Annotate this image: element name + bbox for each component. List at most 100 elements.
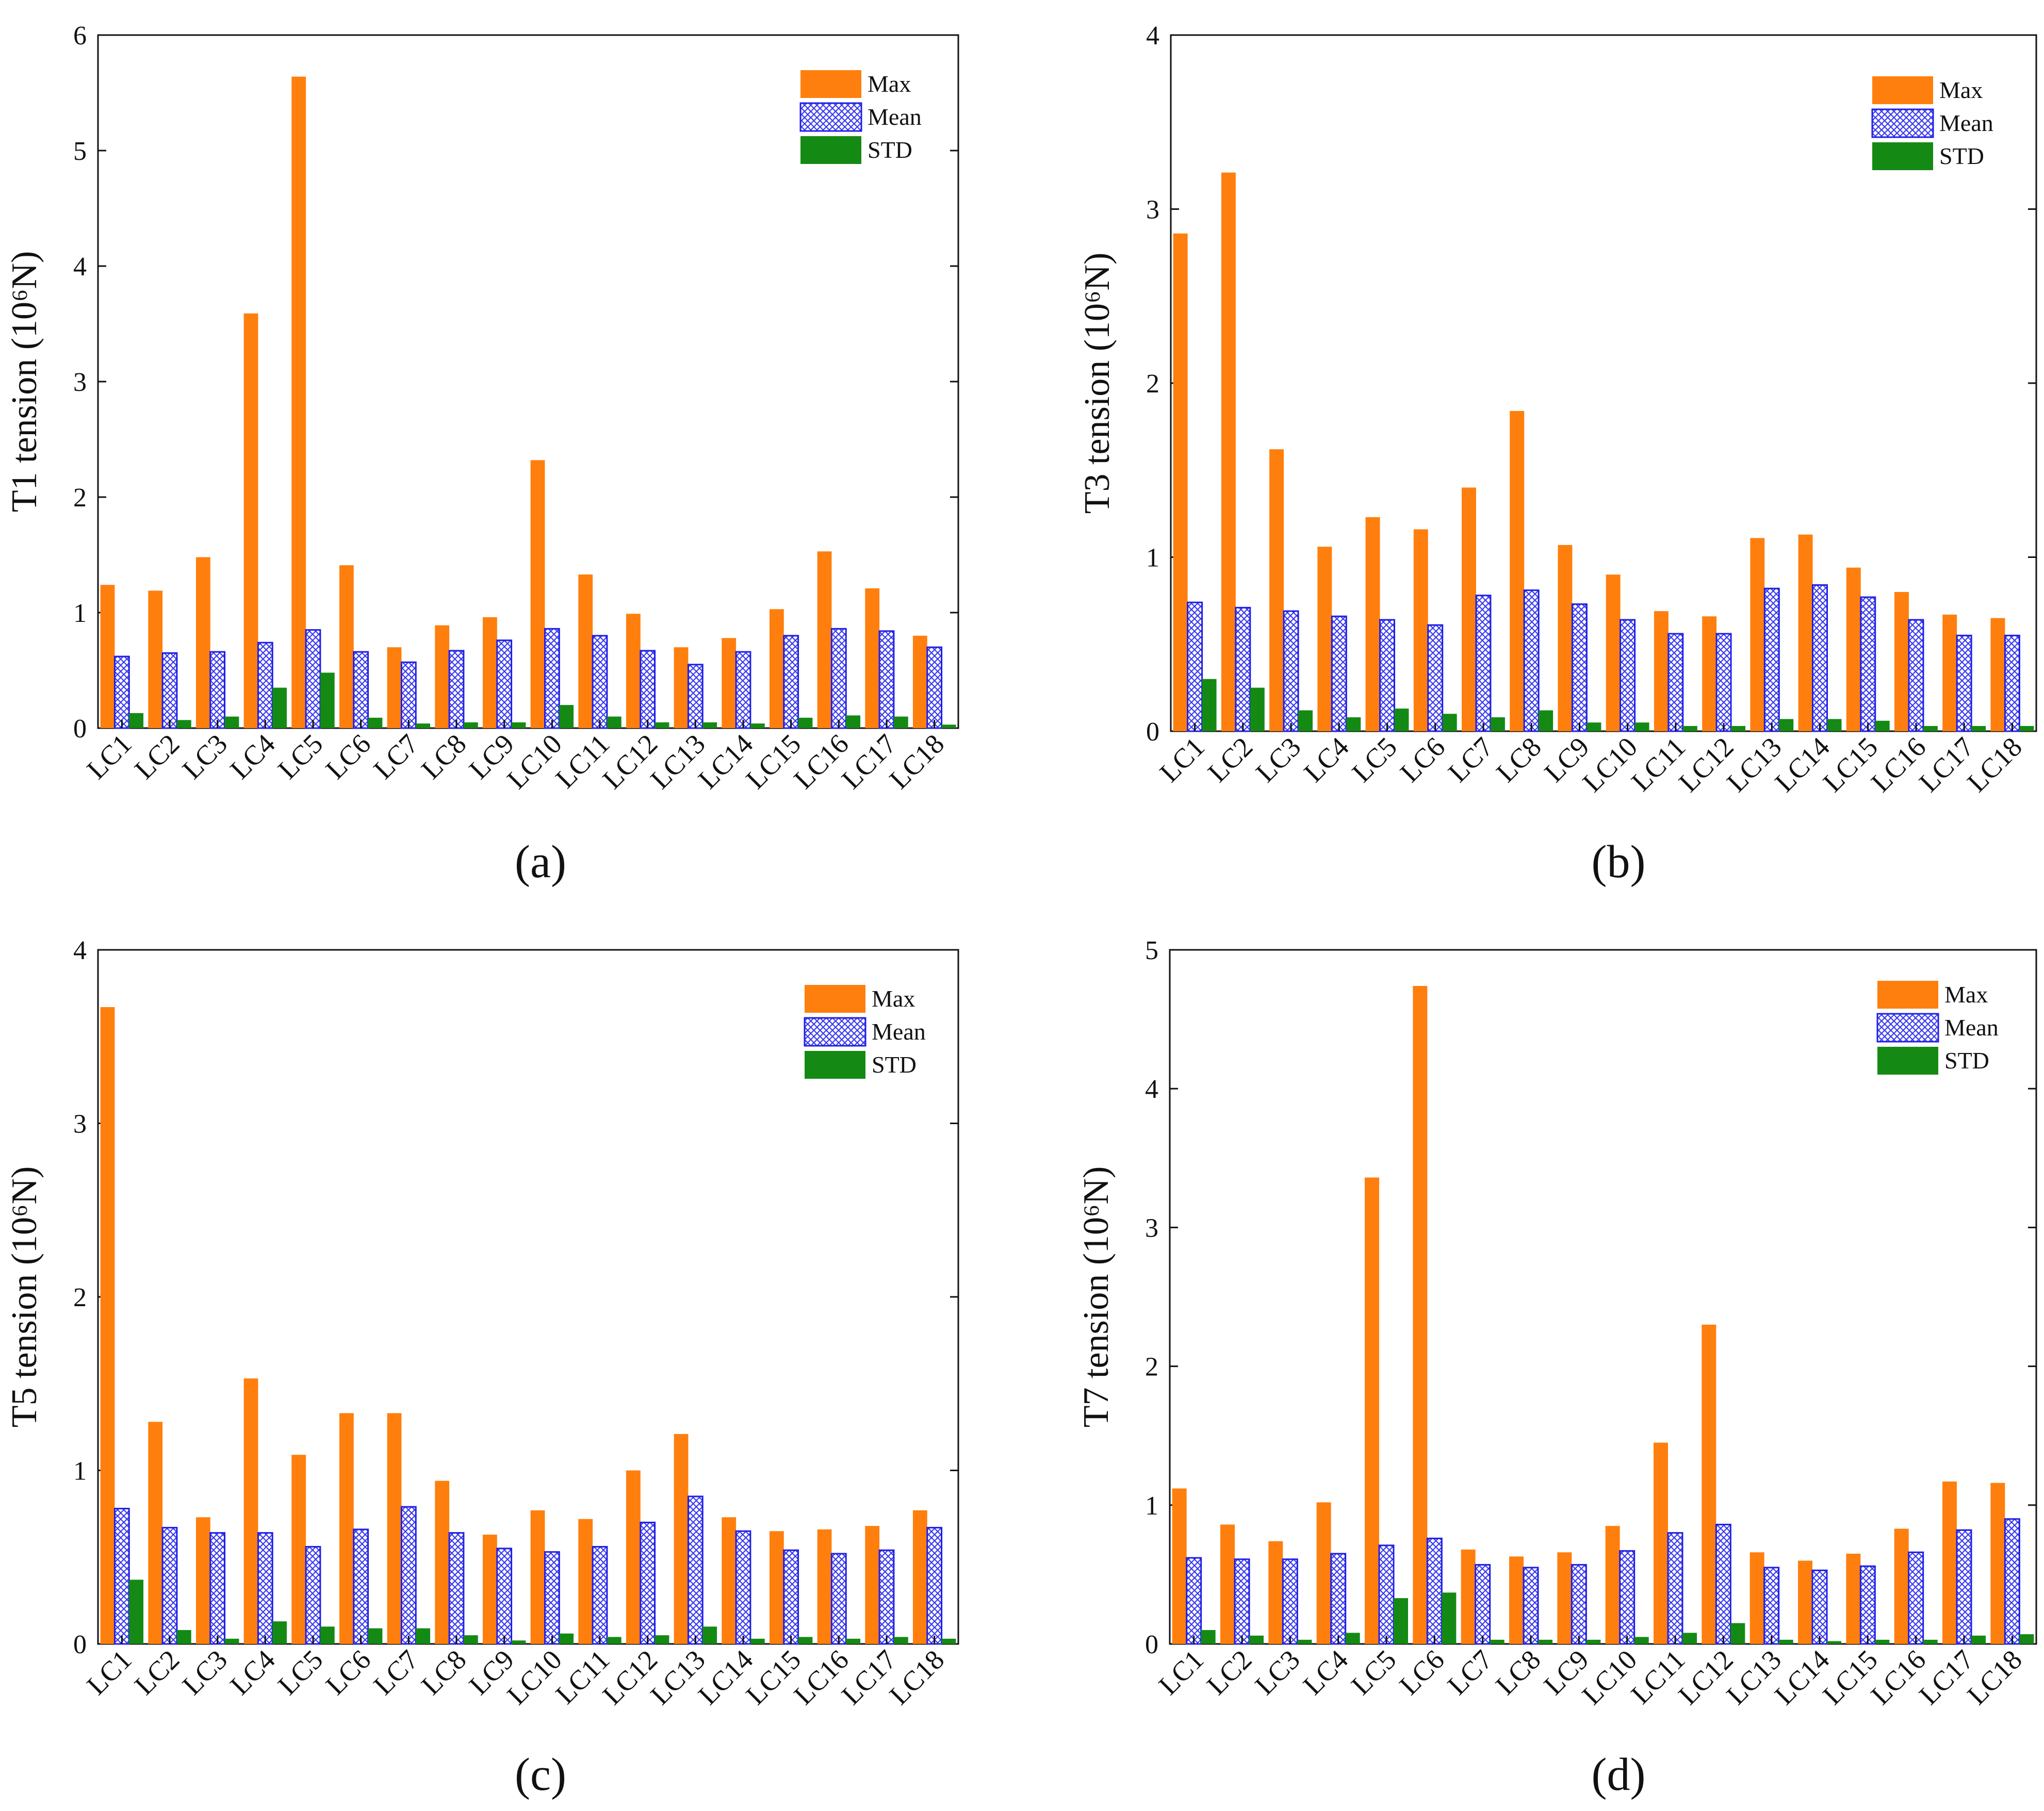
bar-max — [1365, 1177, 1379, 1644]
legend-label: Mean — [1944, 1014, 1999, 1041]
bar-std — [1779, 719, 1794, 731]
x-tick-label: LC1 — [1153, 1644, 1209, 1701]
x-tick-label: LC8 — [415, 728, 472, 785]
x-tick-label: LC17 — [836, 1644, 902, 1710]
x-tick-label: LC17 — [1913, 731, 1980, 798]
bar-std — [272, 687, 287, 728]
bar-max — [1413, 529, 1428, 731]
plot-frame-d — [1169, 949, 2037, 1645]
x-tick-label: LC7 — [1442, 1644, 1498, 1701]
panel-label-a: (a) — [515, 836, 566, 887]
x-tick-label: LC12 — [1673, 731, 1739, 798]
x-tick-label: LC16 — [788, 728, 854, 795]
bar-std — [368, 1628, 383, 1644]
bar-mean — [305, 1546, 321, 1645]
y-tick-label: 1 — [73, 599, 87, 628]
bar-max — [243, 313, 258, 728]
bar-mean — [926, 646, 943, 729]
bar-std — [2019, 726, 2034, 731]
legend-swatch-std — [800, 136, 861, 164]
bar-max — [1798, 534, 1813, 731]
bar-max — [1172, 1488, 1187, 1644]
x-tick-label: LC12 — [597, 728, 663, 795]
bar-max — [1846, 1554, 1861, 1644]
bar-mean — [1378, 1544, 1395, 1645]
bar-std — [416, 1628, 431, 1644]
bar-mean — [353, 1528, 369, 1645]
bar-mean — [209, 1532, 226, 1645]
x-tick-label: LC5 — [1345, 1644, 1402, 1701]
bar-mean — [161, 652, 178, 729]
bar-std — [893, 1637, 908, 1644]
x-tick-label: LC15 — [740, 728, 807, 795]
x-tick-label: LC5 — [272, 1644, 329, 1701]
legend-swatch-mean — [799, 102, 862, 132]
x-tick-label: LC18 — [1961, 731, 2027, 798]
x-tick-label: LC10 — [1577, 731, 1643, 798]
x-tick-label: LC11 — [549, 728, 615, 794]
bar-std — [655, 1635, 669, 1644]
bar-std — [607, 1637, 622, 1644]
bar-mean — [1426, 1537, 1443, 1645]
bar-max — [1942, 1481, 1957, 1644]
x-tick-label: LC1 — [80, 1644, 137, 1701]
legend-swatch-mean — [804, 1017, 866, 1047]
bar-mean — [1908, 1551, 1924, 1645]
bar-std — [224, 716, 239, 728]
bar-max — [1606, 574, 1621, 731]
bar-std — [1490, 1639, 1505, 1644]
bar-max — [1750, 538, 1765, 731]
x-tick-label: LC14 — [1769, 1644, 1835, 1710]
bar-mean — [735, 1530, 751, 1645]
bar-std — [1730, 1623, 1745, 1644]
bar-std — [176, 720, 191, 728]
y-tick-label: 1 — [73, 1457, 87, 1486]
y-tick-label: 3 — [1145, 1213, 1158, 1243]
bar-max — [291, 76, 306, 728]
x-tick-label: LC3 — [176, 1644, 233, 1701]
bar-mean — [735, 651, 751, 729]
bar-max — [482, 617, 497, 728]
bar-mean — [687, 664, 704, 729]
bar-mean — [1523, 589, 1540, 732]
bar-std — [1345, 1633, 1360, 1644]
bar-mean — [1619, 1550, 1636, 1645]
bar-std — [463, 1635, 478, 1644]
bar-std — [941, 725, 956, 728]
y-tick-label: 1 — [1145, 1491, 1158, 1521]
x-tick-label: LC2 — [128, 728, 185, 785]
y-tick-label: 5 — [1145, 936, 1158, 965]
bar-max — [865, 1526, 880, 1644]
bar-std — [320, 1626, 335, 1644]
x-tick-label: LC4 — [1297, 1644, 1354, 1701]
bar-mean — [1379, 619, 1395, 732]
legend-swatch-mean — [1871, 108, 1934, 138]
x-tick-label: LC13 — [644, 1644, 711, 1710]
bar-std — [1250, 687, 1265, 731]
bar-mean — [687, 1495, 704, 1645]
x-tick-label: LC4 — [224, 728, 281, 785]
bar-max — [1317, 547, 1332, 731]
bar-std — [1490, 717, 1505, 731]
bar-std — [1201, 1630, 1216, 1644]
bar-mean — [1186, 1557, 1202, 1645]
bar-max — [1510, 411, 1525, 731]
bar-mean — [1763, 1567, 1780, 1645]
x-tick-label: LC6 — [320, 1644, 377, 1701]
x-tick-label: LC7 — [1442, 731, 1499, 788]
bar-mean — [1283, 610, 1299, 732]
bar-mean — [1859, 1565, 1876, 1645]
bar-std — [416, 723, 431, 728]
bar-max — [722, 638, 737, 728]
x-tick-label: LC14 — [692, 1644, 759, 1710]
bar-std — [1731, 726, 1746, 731]
x-tick-label: LC6 — [320, 728, 377, 785]
bar-max — [530, 1510, 545, 1644]
bar-max — [1990, 618, 2005, 731]
bar-mean — [113, 655, 130, 729]
bar-std — [129, 1579, 144, 1644]
bar-max — [1413, 985, 1428, 1644]
y-axis-label: T7 tension (10⁶N) — [1076, 1166, 1116, 1428]
bar-max — [1654, 1442, 1668, 1644]
